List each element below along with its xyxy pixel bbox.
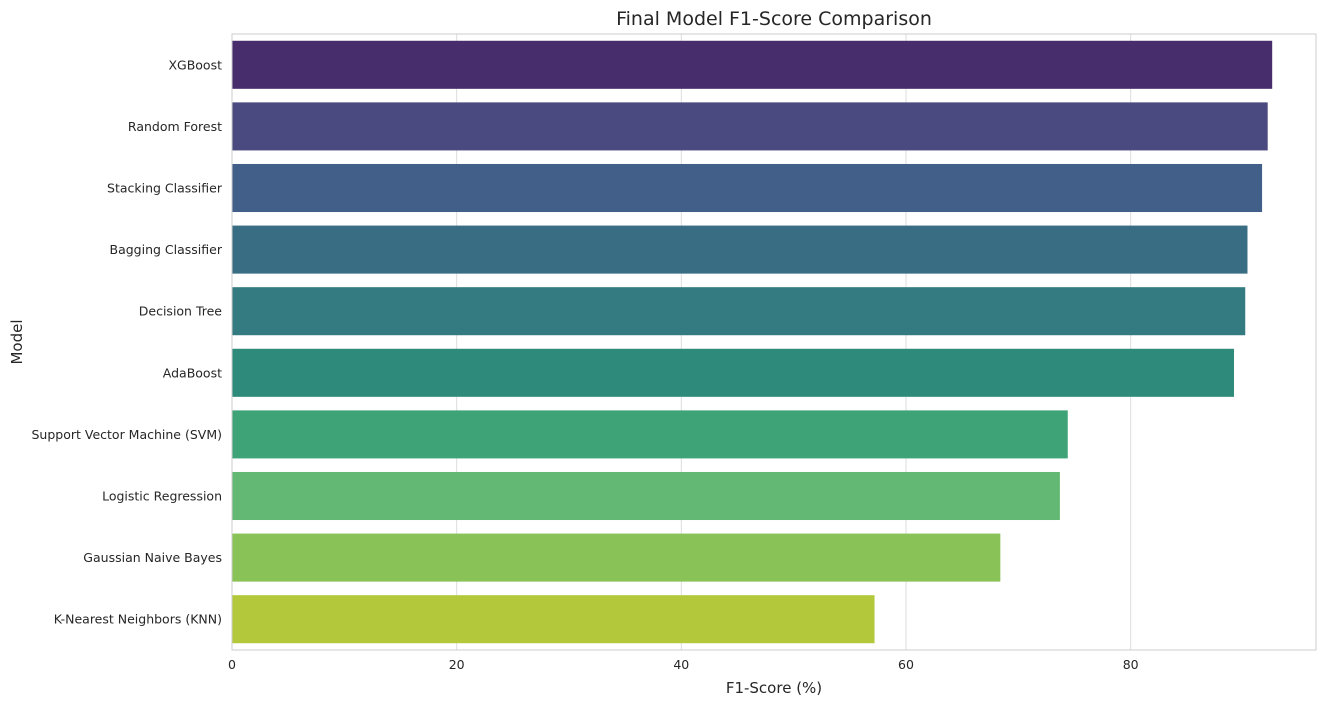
bar-stacking-classifier (232, 163, 1263, 213)
y-tick-label-support-vector-machine-svm: Support Vector Machine (SVM) (31, 427, 222, 442)
y-tick-label-bagging-classifier: Bagging Classifier (110, 242, 223, 257)
bar-decision-tree (232, 287, 1246, 336)
x-tick-label-40: 40 (673, 657, 689, 672)
y-tick-label-gaussian-naive-bayes: Gaussian Naive Bayes (83, 550, 222, 565)
bar-k-nearest-neighbors-knn (232, 595, 875, 644)
y-tick-label-adaboost: AdaBoost (163, 365, 222, 380)
y-tick-label-logistic-regression: Logistic Regression (102, 489, 222, 504)
x-tick-label-0: 0 (228, 657, 236, 672)
plot-frame (231, 33, 1317, 651)
y-tick-label-random-forest: Random Forest (128, 119, 222, 134)
y-axis-label: Model (8, 319, 26, 364)
y-tick-label-xgboost: XGBoost (168, 57, 222, 72)
bar-bagging-classifier (232, 225, 1248, 274)
bar-adaboost (232, 348, 1234, 397)
x-tick-label-80: 80 (1123, 657, 1139, 672)
bars (232, 40, 1273, 644)
y-tick-labels: XGBoost Random Forest Stacking Classifier B… (31, 57, 222, 626)
bar-xgboost (232, 40, 1273, 89)
bar-logistic-regression (232, 471, 1060, 521)
x-tick-label-20: 20 (449, 657, 465, 672)
bar-gaussian-naive-bayes (232, 533, 1001, 582)
x-tick-label-60: 60 (898, 657, 914, 672)
bar-random-forest (232, 102, 1268, 151)
y-tick-label-stacking-classifier: Stacking Classifier (107, 181, 223, 196)
bar-support-vector-machine-svm (232, 410, 1068, 459)
x-axis-label: F1-Score (%) (726, 679, 822, 697)
x-tick-labels: 0 20 40 60 80 (228, 657, 1139, 672)
y-tick-label-k-nearest-neighbors-knn: K-Nearest Neighbors (KNN) (54, 612, 222, 627)
chart-title: Final Model F1-Score Comparison (616, 8, 932, 30)
y-tick-label-decision-tree: Decision Tree (139, 304, 223, 319)
